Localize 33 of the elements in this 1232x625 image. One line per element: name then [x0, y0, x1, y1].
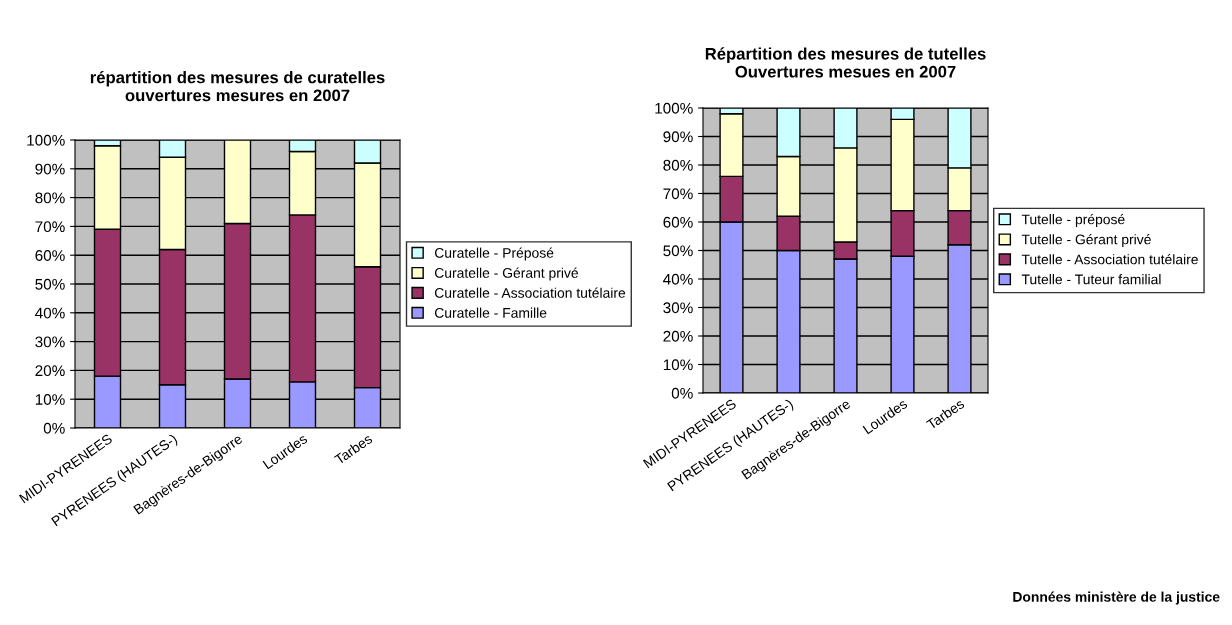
- y-tick-label: 30%: [663, 302, 693, 314]
- y-tick-label: 90%: [35, 163, 65, 175]
- legend-label: Curatelle - Famille: [434, 307, 547, 318]
- legend-label: Curatelle - Gérant privé: [434, 267, 579, 281]
- y-tick-label: 70%: [663, 188, 693, 200]
- legend-label: Curatelle - Association tutélaire: [434, 287, 626, 298]
- text: Données ministère de la justice: [1013, 591, 1220, 605]
- y-tick-label: 60%: [663, 216, 693, 228]
- y-tick-label: 50%: [35, 278, 65, 290]
- y-tick-label: 40%: [35, 307, 65, 319]
- legend-label: Curatelle - Préposé: [434, 247, 554, 261]
- legend-label: Tutelle - préposé: [1021, 213, 1125, 228]
- y-tick-label: 0%: [43, 422, 65, 434]
- y-tick-label: 90%: [663, 131, 693, 143]
- y-tick-label: 0%: [671, 387, 693, 399]
- y-tick-label: 50%: [663, 245, 693, 257]
- y-tick-label: 20%: [35, 365, 65, 377]
- legend-label: Tutelle - Association tutélaire: [1021, 253, 1198, 265]
- y-tick-label: 100%: [655, 102, 693, 114]
- y-tick-label: 10%: [35, 394, 65, 405]
- y-tick-label: 10%: [663, 359, 693, 371]
- y-tick-label: 70%: [35, 221, 65, 233]
- legend-label: Tutelle - Tuteur familial: [1021, 274, 1161, 285]
- chart-title: Répartition des mesures de tutelles Ouvertures mesues en 2007: [705, 47, 986, 78]
- chart-title: répartition des mesures de curatelles ouvertures mesures en 2007: [90, 70, 385, 102]
- y-tick-label: 80%: [35, 192, 65, 204]
- y-tick-label: 30%: [35, 336, 65, 348]
- legend-label: Tutelle - Gérant privé: [1021, 234, 1151, 248]
- y-tick-label: 40%: [663, 273, 693, 285]
- y-tick-label: 80%: [663, 159, 693, 171]
- y-tick-label: 100%: [27, 134, 65, 146]
- y-tick-label: 20%: [663, 330, 693, 342]
- y-tick-label: 60%: [35, 250, 65, 261]
